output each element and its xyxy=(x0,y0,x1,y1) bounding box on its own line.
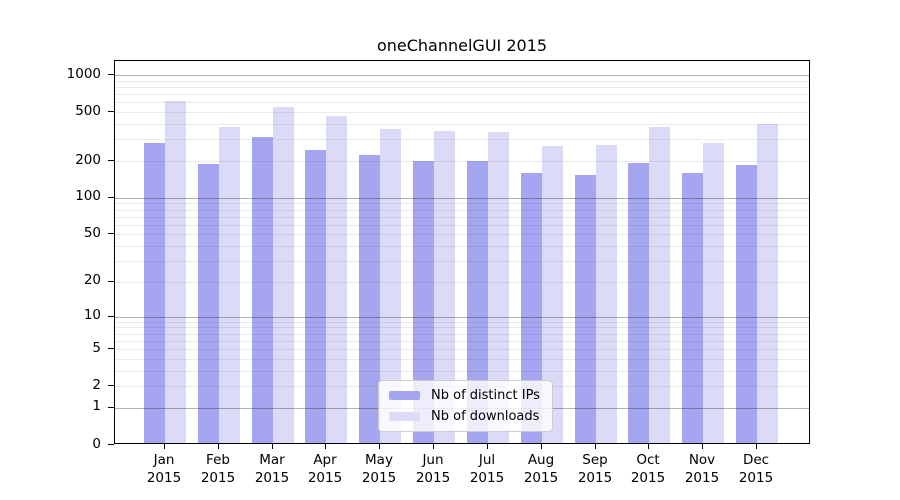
x-tick xyxy=(325,444,326,449)
y-tick xyxy=(108,407,114,408)
x-tick-label: Sep 2015 xyxy=(577,452,613,486)
x-tick-label: Jan 2015 xyxy=(146,452,182,486)
x-tick-label: Feb 2015 xyxy=(200,452,236,486)
x-tick xyxy=(595,444,596,449)
bar-downloads xyxy=(380,129,402,443)
bar-distinct-ips xyxy=(520,172,542,443)
x-tick-label: Mar 2015 xyxy=(254,452,290,486)
y-tick-label: 5 xyxy=(92,340,101,356)
x-tick-label: Nov 2015 xyxy=(684,452,720,486)
bar-downloads xyxy=(218,126,240,443)
bar-downloads xyxy=(326,115,348,443)
chart-title: oneChannelGUI 2015 xyxy=(376,36,548,55)
y-tick-label: 10 xyxy=(83,307,101,323)
x-tick xyxy=(648,444,649,449)
bar-downloads xyxy=(757,124,779,443)
y-tick-label: 20 xyxy=(83,272,101,288)
y-tick-label: 500 xyxy=(75,103,101,119)
bar-downloads xyxy=(434,130,456,443)
bar-distinct-ips xyxy=(305,149,327,443)
x-tick xyxy=(379,444,380,449)
y-tick-label: 0 xyxy=(92,436,101,452)
legend-swatch-distinct-ips xyxy=(389,391,420,400)
x-tick-label: May 2015 xyxy=(361,452,397,486)
x-tick-label: Aug 2015 xyxy=(523,452,559,486)
y-tick-label: 1000 xyxy=(66,66,101,82)
bar-downloads xyxy=(649,127,671,443)
legend-label-distinct-ips: Nb of distinct IPs xyxy=(431,388,540,403)
y-tick-label: 2 xyxy=(92,377,101,393)
x-tick xyxy=(541,444,542,449)
bar-distinct-ips xyxy=(736,165,758,443)
bar-distinct-ips xyxy=(574,175,596,443)
x-tick-label: Oct 2015 xyxy=(630,452,666,486)
x-tick xyxy=(487,444,488,449)
bar-downloads xyxy=(272,107,294,443)
bar-distinct-ips xyxy=(143,143,165,443)
x-tick-label: Apr 2015 xyxy=(307,452,343,486)
y-tick-label: 1 xyxy=(92,398,101,414)
y-tick xyxy=(108,316,114,317)
y-tick xyxy=(108,233,114,234)
bar-downloads xyxy=(595,145,617,443)
bar-distinct-ips xyxy=(359,155,381,443)
bar-distinct-ips xyxy=(251,137,273,443)
bars-layer xyxy=(115,61,809,443)
y-tick xyxy=(108,281,114,282)
bar-distinct-ips xyxy=(628,163,650,443)
x-tick-label: Jun 2015 xyxy=(415,452,451,486)
y-tick xyxy=(108,74,114,75)
x-tick xyxy=(164,444,165,449)
legend-label-downloads: Nb of downloads xyxy=(431,409,540,424)
x-tick xyxy=(756,444,757,449)
x-tick xyxy=(218,444,219,449)
y-tick-label: 50 xyxy=(83,225,101,241)
plot-area: Nb of distinct IPs Nb of downloads xyxy=(114,60,810,444)
x-tick-label: Dec 2015 xyxy=(738,452,774,486)
bar-distinct-ips xyxy=(466,161,488,443)
bar-downloads xyxy=(164,101,186,443)
bar-distinct-ips xyxy=(682,172,704,443)
y-tick-label: 100 xyxy=(75,188,101,204)
y-tick xyxy=(108,444,114,445)
bar-distinct-ips xyxy=(197,163,219,443)
legend-item-distinct-ips: Nb of distinct IPs xyxy=(389,388,540,403)
y-tick xyxy=(108,348,114,349)
legend: Nb of distinct IPs Nb of downloads xyxy=(378,380,553,432)
bar-downloads xyxy=(487,131,509,443)
x-tick xyxy=(433,444,434,449)
x-tick xyxy=(272,444,273,449)
y-tick xyxy=(108,111,114,112)
legend-swatch-downloads xyxy=(389,412,420,421)
x-tick-label: Jul 2015 xyxy=(469,452,505,486)
y-tick xyxy=(108,197,114,198)
x-tick xyxy=(702,444,703,449)
y-tick xyxy=(108,160,114,161)
y-tick xyxy=(108,385,114,386)
legend-item-downloads: Nb of downloads xyxy=(389,409,540,424)
bar-downloads xyxy=(541,146,563,443)
bar-distinct-ips xyxy=(413,160,435,443)
y-tick-label: 200 xyxy=(75,152,101,168)
bar-downloads xyxy=(703,143,725,443)
